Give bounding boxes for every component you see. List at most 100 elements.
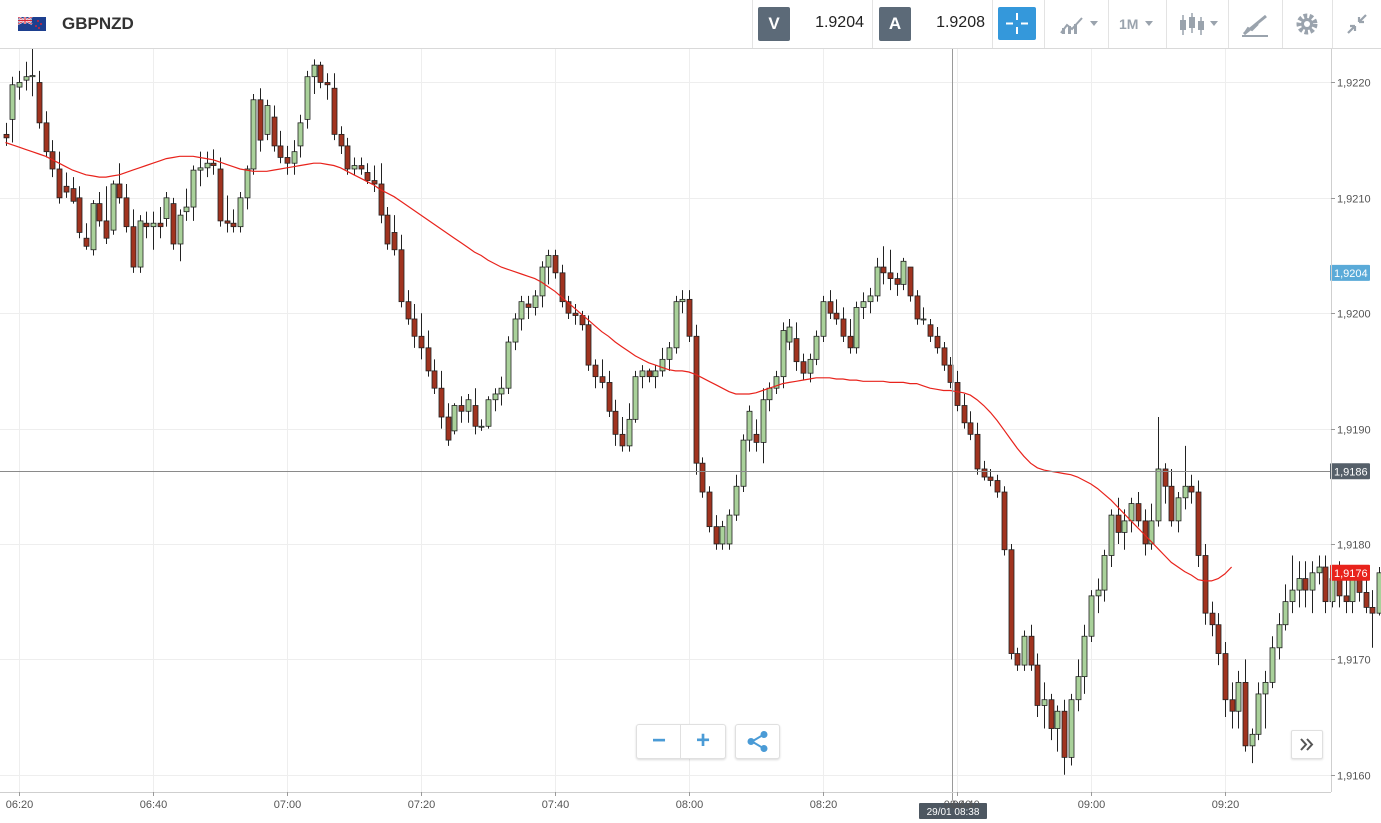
candle-body xyxy=(820,301,827,337)
crosshair-time-badge xyxy=(919,803,987,819)
candle-down xyxy=(1215,613,1222,666)
candle-down xyxy=(565,295,572,319)
candle-body xyxy=(304,76,311,120)
y-tick-label: 1,9160 xyxy=(1337,771,1371,783)
candle-up xyxy=(632,370,639,423)
candle-body xyxy=(297,122,304,147)
share-button[interactable] xyxy=(735,724,780,759)
candle-down xyxy=(83,223,90,250)
candle-body xyxy=(1081,635,1088,678)
candle-body xyxy=(344,145,351,170)
candle-body xyxy=(1121,520,1128,533)
candle-up xyxy=(304,70,311,129)
instrument-symbol[interactable]: GBPNZD xyxy=(62,14,134,33)
candle-body xyxy=(565,301,572,314)
candle-up xyxy=(485,396,492,429)
candle-up xyxy=(351,157,358,175)
candle-down xyxy=(70,177,77,204)
candle-body xyxy=(1289,589,1296,603)
candle-body xyxy=(914,295,921,320)
candle-down xyxy=(36,70,43,129)
timeframe-button[interactable] xyxy=(1112,0,1164,48)
candle-body xyxy=(56,168,63,199)
x-tick-label: 08:00 xyxy=(676,799,704,811)
ask-price[interactable]: 1.9208 xyxy=(936,14,985,31)
candle-up xyxy=(250,93,257,175)
candle-body xyxy=(311,64,318,78)
collapse-button[interactable] xyxy=(1334,0,1380,48)
candle-body xyxy=(1229,699,1236,712)
candle-body xyxy=(1168,485,1175,522)
candle-up xyxy=(853,301,860,354)
price-badge-label: 1,9204 xyxy=(1334,268,1368,280)
candle-body xyxy=(271,116,278,147)
axis-layer: 1,9220 1,9210 1,9200 1,9190 1,9180 1,9170 1,91… xyxy=(0,49,1371,811)
candle-body xyxy=(431,370,438,389)
candle-up xyxy=(532,290,539,316)
candle-body xyxy=(599,376,606,383)
candle-down xyxy=(96,192,103,227)
candlestick-style-button[interactable] xyxy=(1172,0,1226,48)
toolbar-divider xyxy=(992,0,993,48)
candle-body xyxy=(83,237,90,247)
candle-body xyxy=(1209,612,1216,626)
candle-up xyxy=(1068,693,1075,766)
candle-down xyxy=(1322,555,1329,614)
candles-layer xyxy=(3,49,1381,775)
candle-body xyxy=(351,165,358,170)
candle-down xyxy=(1209,601,1216,637)
candle-down xyxy=(103,186,110,244)
moving-average-line xyxy=(5,141,1233,582)
zoom-in-button[interactable]: + xyxy=(695,727,710,754)
candle-up xyxy=(244,165,251,210)
candle-down xyxy=(391,215,398,256)
chart-type-button[interactable] xyxy=(1052,0,1102,48)
candle-down xyxy=(1061,699,1068,775)
candle-up xyxy=(1121,509,1128,550)
candle-body xyxy=(1202,555,1209,614)
candle-body xyxy=(961,405,968,424)
candle-body xyxy=(512,318,519,343)
x-tick-label: 09:20 xyxy=(1212,799,1240,811)
scroll-to-latest-button[interactable] xyxy=(1291,730,1323,759)
candle-up xyxy=(1021,630,1028,671)
toolbar-divider xyxy=(1228,0,1229,48)
candle-body xyxy=(1068,699,1075,758)
candle-up xyxy=(813,330,820,366)
candle-body xyxy=(974,433,981,470)
candle-body xyxy=(673,301,680,349)
candle-body xyxy=(143,222,150,228)
candle-body xyxy=(438,387,445,418)
candle-body xyxy=(96,203,103,222)
crosshair-button[interactable] xyxy=(998,7,1036,40)
grid-layer xyxy=(0,49,1331,792)
candle-down xyxy=(1135,492,1142,527)
candle-body xyxy=(425,347,432,372)
candle-body xyxy=(498,387,505,395)
candle-up xyxy=(16,70,23,100)
candle-down xyxy=(378,163,385,224)
candle-body xyxy=(137,220,144,268)
candle-body xyxy=(1276,624,1283,649)
candle-body xyxy=(465,399,472,412)
candle-up xyxy=(920,307,927,325)
bid-price[interactable]: 1.9204 xyxy=(815,14,864,31)
candle-body xyxy=(833,312,840,320)
settings-button[interactable] xyxy=(1284,0,1330,48)
candle-body xyxy=(1001,491,1008,551)
candle-body xyxy=(773,376,780,389)
drawing-tools-button[interactable] xyxy=(1232,0,1280,48)
candle-down xyxy=(572,303,579,325)
candle-down xyxy=(954,370,961,412)
candle-body xyxy=(927,324,934,337)
candle-body xyxy=(934,335,941,349)
x-tick-label: 06:40 xyxy=(140,799,168,811)
candle-body xyxy=(525,303,532,308)
candle-body xyxy=(3,133,10,139)
candle-down xyxy=(880,246,887,285)
candle-down xyxy=(358,157,365,175)
candle-body xyxy=(16,82,23,88)
zoom-out-button[interactable]: − xyxy=(651,727,666,754)
candle-body xyxy=(1128,503,1135,522)
